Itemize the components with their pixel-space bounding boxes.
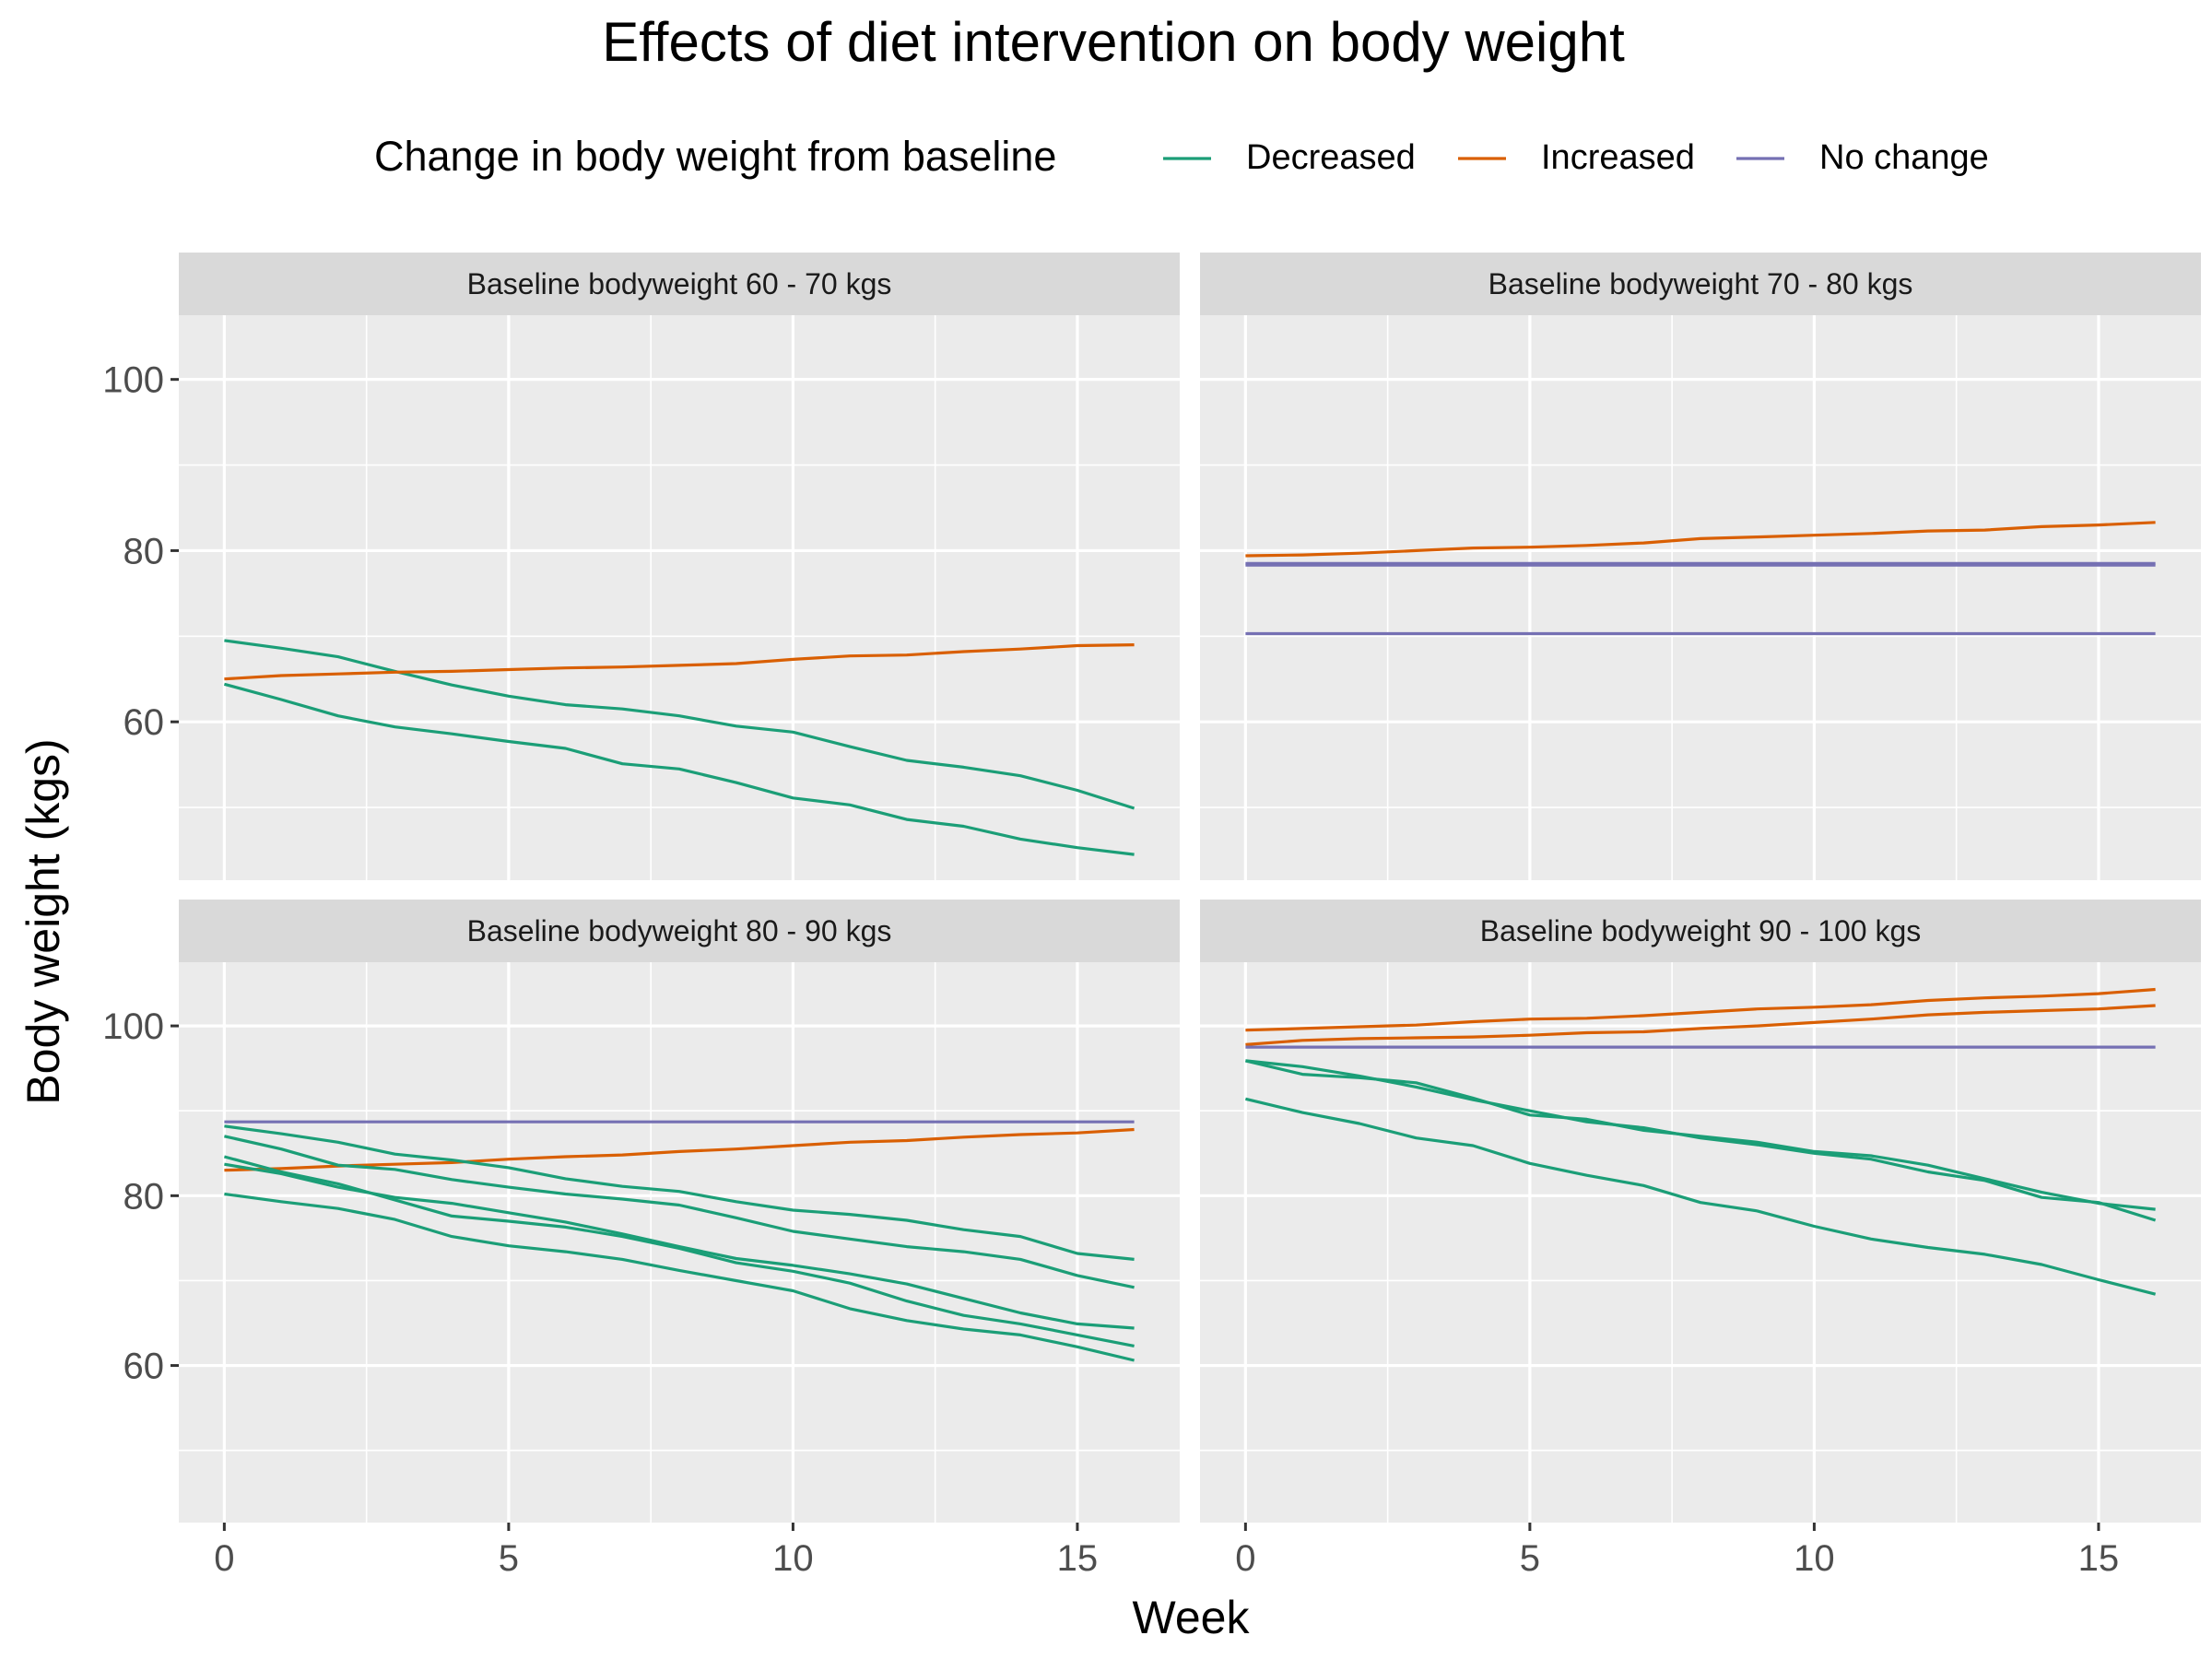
facet-panel: Baseline bodyweight 80 - 90 kgs 60 80 100 0 5… xyxy=(102,900,1180,1579)
panel-background xyxy=(1200,962,2201,1523)
y-tick-label: 60 xyxy=(124,702,165,743)
x-tick-label: 0 xyxy=(214,1538,234,1579)
series-line-decreased xyxy=(223,682,1135,856)
y-tick-label: 100 xyxy=(102,360,164,401)
y-tick-label: 100 xyxy=(102,1006,164,1047)
series-line-decreased xyxy=(224,1124,1135,1261)
series-line-decreased xyxy=(224,1162,1135,1330)
facet-panels: Baseline bodyweight 60 - 70 kgs6080100Ba… xyxy=(102,253,2201,1579)
y-axis-title: Body weight (kgs) xyxy=(18,738,69,1104)
legend-entry-no-change: No change xyxy=(1731,129,1989,188)
chart-title: Effects of diet intervention on body wei… xyxy=(602,11,1625,73)
facet-strip xyxy=(1200,900,2201,962)
facet-strip xyxy=(179,253,1180,315)
facet-strip xyxy=(179,900,1180,962)
x-tick-label: 15 xyxy=(2078,1538,2120,1579)
y-tick-label: 80 xyxy=(124,531,165,571)
series-line-increased xyxy=(224,1127,1135,1172)
panel-background xyxy=(179,962,1180,1523)
facet-strip-label: Baseline bodyweight 60 - 70 kgs xyxy=(467,267,892,300)
series-line-decreased xyxy=(224,639,1135,810)
x-tick-label: 0 xyxy=(1235,1538,1255,1579)
facet-strip-label: Baseline bodyweight 80 - 90 kgs xyxy=(467,914,892,947)
facet-panel: Baseline bodyweight 90 - 100 kgs 0 5 10 15 xyxy=(1200,900,2201,1579)
x-tick-label: 10 xyxy=(1794,1538,1835,1579)
facet-strip-label: Baseline bodyweight 90 - 100 kgs xyxy=(1480,914,1922,947)
legend-entry-decreased: Decreased xyxy=(1158,129,1416,188)
series-line-increased xyxy=(1245,1004,2156,1046)
facet-strip-label: Baseline bodyweight 70 - 80 kgs xyxy=(1488,267,1913,300)
x-tick-label: 15 xyxy=(1057,1538,1099,1579)
series-line-decreased xyxy=(1245,1059,2156,1211)
x-axis-title: Week xyxy=(1133,1592,1251,1643)
x-tick-label: 5 xyxy=(499,1538,519,1579)
series-line-increased xyxy=(1245,521,2156,558)
facet-panel: Baseline bodyweight 70 - 80 kgs xyxy=(1200,253,2201,880)
y-tick-label: 80 xyxy=(124,1176,165,1217)
series-line-increased xyxy=(1245,987,2156,1032)
panel-background xyxy=(179,315,1180,880)
panel-background xyxy=(1200,315,2201,880)
facet-strip xyxy=(1200,253,2201,315)
legend-title: Change in body weight from baseline xyxy=(374,133,1056,180)
legend-label-decreased: Decreased xyxy=(1246,138,1416,177)
series-line-decreased xyxy=(1245,1059,2157,1222)
legend-label-no-change: No change xyxy=(1819,138,1989,177)
series-line-decreased xyxy=(224,1135,1135,1289)
legend-entry-increased: Increased xyxy=(1453,129,1695,188)
series-line-increased xyxy=(224,643,1135,681)
x-tick-label: 5 xyxy=(1520,1538,1540,1579)
series-line-decreased xyxy=(1245,1097,2156,1296)
legend-label-increased: Increased xyxy=(1541,138,1695,177)
legend: Change in body weight from baseline Decr… xyxy=(374,129,1989,188)
facet-panel: Baseline bodyweight 60 - 70 kgs 60 80 100 xyxy=(102,253,1180,880)
series-line-decreased xyxy=(224,1192,1135,1362)
x-tick-label: 10 xyxy=(772,1538,814,1579)
y-tick-label: 60 xyxy=(124,1347,165,1387)
